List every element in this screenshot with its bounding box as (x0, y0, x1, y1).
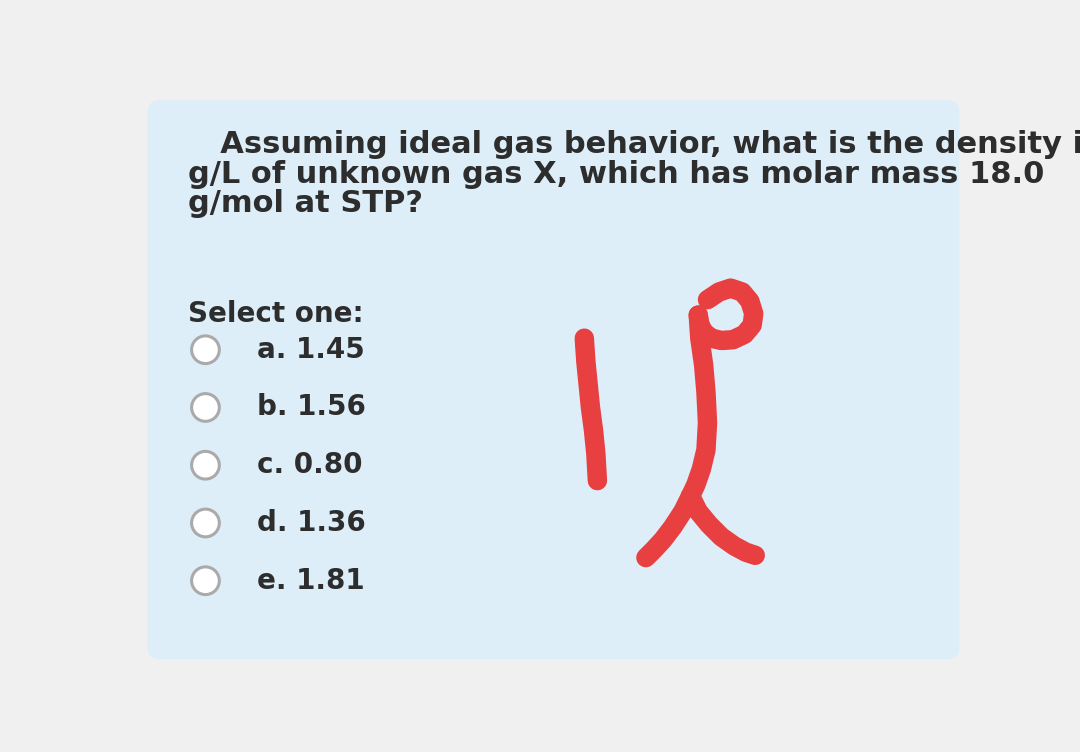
Text: d. 1.36: d. 1.36 (257, 509, 366, 537)
Circle shape (191, 336, 219, 363)
Text: Assuming ideal gas behavior, what is the density in: Assuming ideal gas behavior, what is the… (200, 130, 1080, 159)
Circle shape (191, 451, 219, 479)
FancyBboxPatch shape (148, 100, 959, 660)
Text: c. 0.80: c. 0.80 (257, 451, 363, 479)
Circle shape (191, 509, 219, 537)
Text: g/L of unknown gas X, which has molar mass 18.0: g/L of unknown gas X, which has molar ma… (188, 159, 1044, 189)
Circle shape (191, 567, 219, 595)
Text: a. 1.45: a. 1.45 (257, 335, 365, 364)
Text: e. 1.81: e. 1.81 (257, 567, 365, 595)
Circle shape (191, 393, 219, 421)
Text: Select one:: Select one: (188, 300, 363, 328)
Text: g/mol at STP?: g/mol at STP? (188, 189, 422, 218)
Text: b. 1.56: b. 1.56 (257, 393, 366, 421)
